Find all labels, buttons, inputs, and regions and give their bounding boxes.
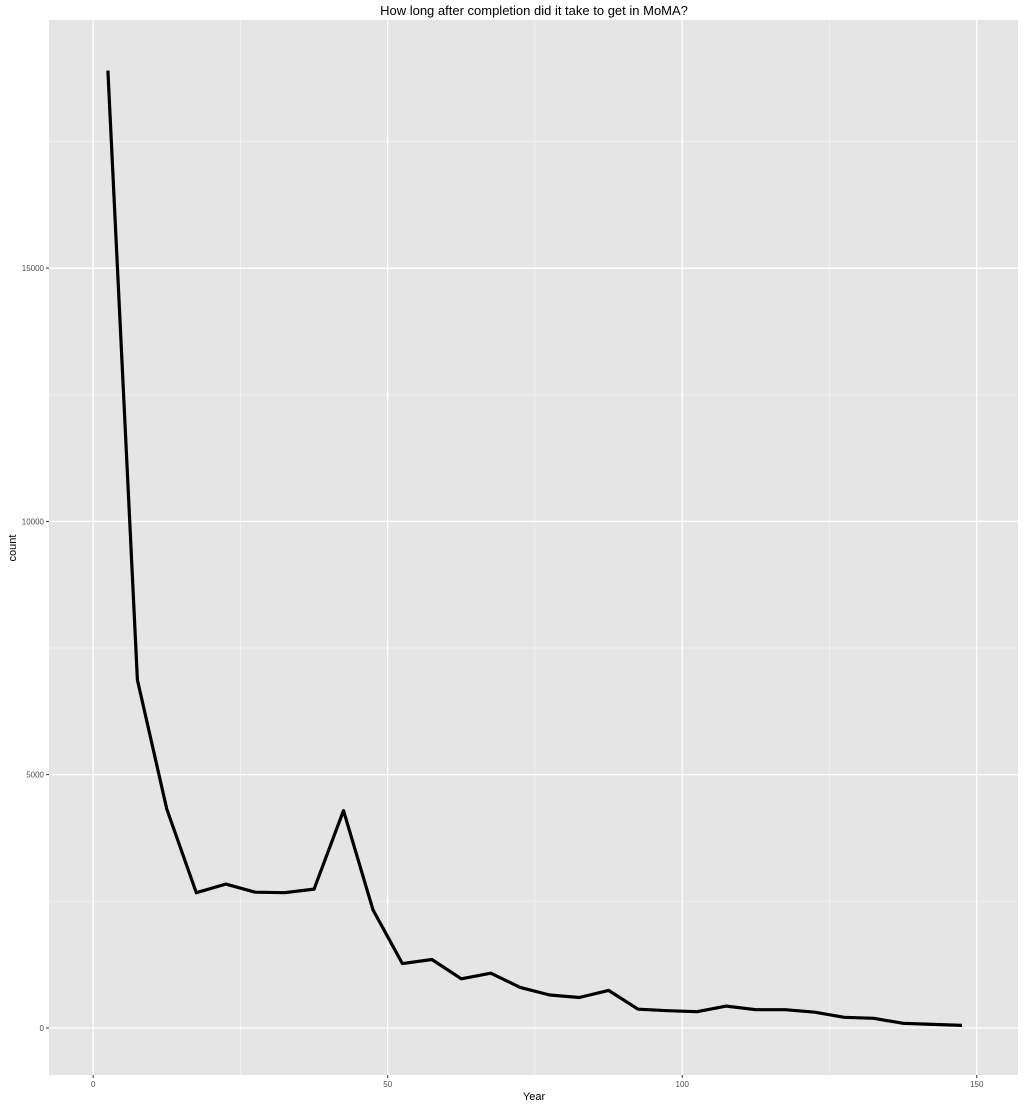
chart-title: How long after completion did it take to… bbox=[380, 3, 688, 18]
y-axis-ticks: 0 5000 10000 15000 bbox=[22, 264, 49, 1033]
series-line bbox=[106, 70, 963, 1027]
major-gridlines bbox=[49, 20, 1018, 1075]
series-layer bbox=[106, 70, 963, 1027]
x-axis-title: Year bbox=[523, 1091, 546, 1103]
y-axis-title: count bbox=[7, 535, 19, 562]
x-axis-ticks: 0 50 100 150 bbox=[91, 1075, 984, 1089]
y-tick-label: 15000 bbox=[22, 264, 45, 273]
plot-panel bbox=[49, 20, 1018, 1075]
y-tick-label: 5000 bbox=[26, 771, 44, 780]
x-tick-label: 100 bbox=[676, 1080, 690, 1089]
x-tick-label: 150 bbox=[970, 1080, 984, 1089]
y-tick-label: 0 bbox=[40, 1024, 45, 1033]
y-tick-label: 10000 bbox=[22, 517, 45, 526]
minor-gridlines bbox=[49, 20, 1018, 1075]
x-tick-label: 0 bbox=[91, 1080, 96, 1089]
x-tick-label: 50 bbox=[383, 1080, 392, 1089]
